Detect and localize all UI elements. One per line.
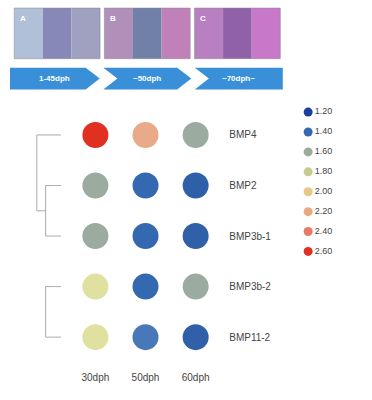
svg-text:BMP3b-2: BMP3b-2: [229, 281, 271, 292]
svg-text:BMP4: BMP4: [229, 129, 257, 140]
svg-text:1-45dph: 1-45dph: [39, 74, 70, 83]
svg-text:B: B: [110, 14, 116, 23]
svg-text:A: A: [20, 14, 26, 23]
svg-text:50dph: 50dph: [132, 372, 160, 383]
svg-text:BMP11-2: BMP11-2: [229, 332, 270, 343]
svg-text:BMP3b-1: BMP3b-1: [229, 231, 271, 242]
svg-text:2.60: 2.60: [315, 246, 333, 256]
svg-text:30dph: 30dph: [81, 372, 109, 383]
svg-text:1.60: 1.60: [315, 146, 333, 156]
svg-text:1.80: 1.80: [315, 166, 333, 176]
svg-text:1.40: 1.40: [315, 126, 333, 136]
svg-text:C: C: [200, 14, 206, 23]
svg-text:~50dph: ~50dph: [133, 74, 161, 83]
svg-text:60dph: 60dph: [182, 372, 210, 383]
svg-text:2.20: 2.20: [315, 206, 333, 216]
svg-text:BMP2: BMP2: [229, 180, 257, 191]
svg-text:2.00: 2.00: [315, 186, 333, 196]
svg-text:1.20: 1.20: [315, 106, 333, 116]
svg-text:~70dph~: ~70dph~: [222, 74, 255, 83]
svg-text:2.40: 2.40: [315, 226, 333, 236]
